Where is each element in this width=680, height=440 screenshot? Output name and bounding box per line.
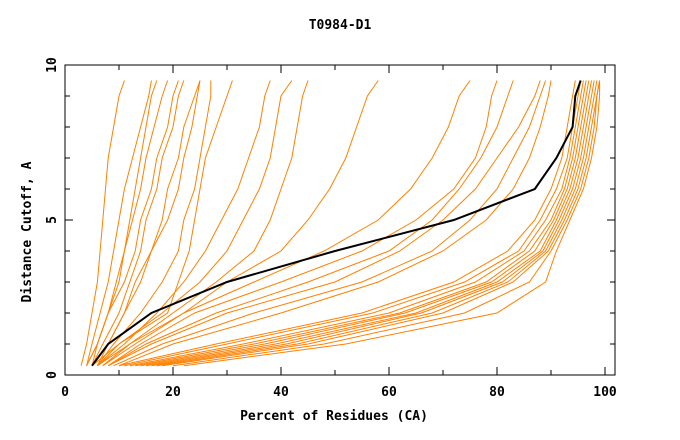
model-curve-d1 xyxy=(107,80,514,367)
x-tick-label: 60 xyxy=(381,385,397,400)
x-tick-label: 20 xyxy=(165,385,181,400)
model-curve-c9 xyxy=(162,80,601,367)
axes: 0 20 40 60 80 100 0 5 10 xyxy=(45,57,617,400)
model-curve-c6 xyxy=(145,80,592,367)
model-curve-c10 xyxy=(172,80,601,367)
model-curve-c4 xyxy=(135,80,587,367)
model-curve-c5 xyxy=(140,80,590,367)
model-curve-a5 xyxy=(86,80,179,366)
model-curve-b2 xyxy=(102,80,471,367)
model-curve-a9 xyxy=(96,80,212,366)
chart-title: T0984-D1 xyxy=(309,18,372,33)
model-curve-a10 xyxy=(91,80,233,367)
model-curve-c11 xyxy=(183,80,601,367)
model-curve-c3 xyxy=(129,80,584,367)
curves xyxy=(80,80,601,367)
model-curve-d2 xyxy=(107,80,541,367)
highlight-curve xyxy=(91,80,582,367)
model-curve-a2 xyxy=(86,80,152,366)
x-axis-label: Percent of Residues (CA) xyxy=(240,409,428,424)
model-curve-a4 xyxy=(91,80,169,366)
x-tick-label: 100 xyxy=(593,385,617,400)
y-tick-label: 0 xyxy=(45,371,60,379)
model-curve-c7 xyxy=(151,80,595,367)
model-curve-d4 xyxy=(118,80,552,367)
x-tick-label: 0 xyxy=(61,385,69,400)
x-tick-label: 80 xyxy=(489,385,505,400)
model-curve-a6 xyxy=(91,80,185,366)
model-curve-c1 xyxy=(118,80,576,367)
model-curve-a1 xyxy=(80,80,125,366)
model-curve-b1 xyxy=(107,80,498,367)
x-tick-label: 40 xyxy=(273,385,289,400)
y-tick-label: 5 xyxy=(45,216,60,224)
model-curve-d3 xyxy=(113,80,547,367)
plot-frame xyxy=(64,64,616,376)
model-curve-a13 xyxy=(102,80,309,367)
model-curve-a8 xyxy=(91,80,201,366)
model-curve-a11 xyxy=(97,80,271,367)
model-curve-a14 xyxy=(97,80,379,367)
y-tick-label: 10 xyxy=(45,57,60,73)
y-axis-label: Distance Cutoff, A xyxy=(20,161,35,302)
model-curve-c8 xyxy=(156,80,598,367)
model-curve-a12 xyxy=(97,80,293,367)
